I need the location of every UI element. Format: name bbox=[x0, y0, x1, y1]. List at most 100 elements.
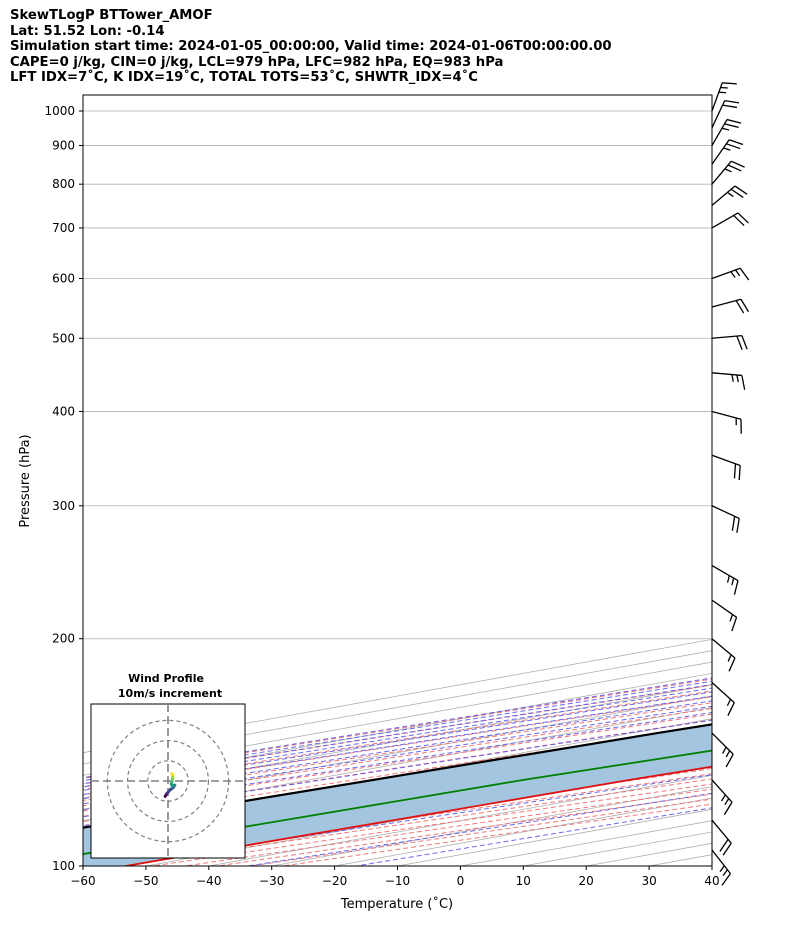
x-tick-label: −30 bbox=[259, 874, 284, 888]
y-tick: 300 bbox=[52, 499, 83, 513]
wind-barb-flag bbox=[734, 185, 748, 195]
wind-barb-half-flag bbox=[731, 374, 734, 382]
y-tick: 400 bbox=[52, 404, 83, 418]
wind-barb-flag bbox=[737, 212, 749, 224]
wind-barb-flag bbox=[730, 188, 744, 198]
wind-barb bbox=[711, 335, 748, 350]
x-tick: −30 bbox=[259, 866, 284, 888]
wind-barbs bbox=[711, 82, 750, 886]
wind-barb bbox=[711, 298, 750, 314]
x-tick: −40 bbox=[196, 866, 221, 888]
location-line: Lat: 51.52 Lon: -0.14 bbox=[10, 23, 165, 39]
chart-title: SkewTLogP BTTower_AMOF bbox=[10, 8, 213, 23]
x-tick-label: 40 bbox=[704, 874, 719, 888]
x-tick-label: −20 bbox=[322, 874, 347, 888]
wind-barb-flag bbox=[722, 104, 738, 109]
y-tick: 100 bbox=[52, 859, 83, 873]
y-tick: 700 bbox=[52, 221, 83, 235]
wind-barb-half-flag bbox=[720, 794, 726, 802]
chart-header: SkewTLogP BTTower_AMOF Lat: 51.52 Lon: -… bbox=[10, 8, 780, 86]
wind-barb-half-flag bbox=[726, 575, 730, 583]
isotherm-line bbox=[83, 684, 712, 799]
hodograph-segment bbox=[170, 772, 174, 776]
y-tick-label: 1000 bbox=[44, 104, 75, 118]
wind-barb-flag bbox=[733, 580, 739, 595]
wind-barb-flag bbox=[731, 617, 738, 632]
wind-barb bbox=[711, 779, 733, 815]
wind-barb bbox=[711, 99, 740, 129]
wind-barb-half-flag bbox=[719, 865, 725, 873]
wind-barb-half-flag bbox=[731, 577, 735, 586]
hodograph-title: Wind Profile bbox=[128, 672, 204, 685]
wind-barb bbox=[711, 372, 746, 390]
y-tick-label: 600 bbox=[52, 271, 75, 285]
wind-barb-staff bbox=[711, 160, 732, 185]
wind-barb-half-flag bbox=[725, 750, 731, 758]
wind-barb-flag bbox=[731, 160, 745, 168]
x-tick-label: −50 bbox=[133, 874, 158, 888]
x-tick-label: −10 bbox=[385, 874, 410, 888]
x-axis-ticks: −60 −50 −40 −30 −20 −10 0 10 20 30 40 bbox=[70, 866, 720, 888]
wind-barb-half-flag bbox=[734, 269, 741, 277]
wind-barb-flag bbox=[738, 465, 741, 481]
wind-barb-flag bbox=[728, 657, 736, 672]
y-tick: 200 bbox=[52, 632, 83, 646]
index-line: LFT IDX=7˚C, K IDX=19˚C, TOTAL TOTS=53˚C… bbox=[10, 70, 478, 85]
wind-barb-half-flag bbox=[722, 746, 727, 754]
wind-barb-flag bbox=[728, 139, 744, 146]
x-tick: 10 bbox=[516, 866, 531, 888]
y-tick-label: 400 bbox=[52, 404, 75, 418]
x-tick-label: −40 bbox=[196, 874, 221, 888]
x-tick: 20 bbox=[579, 866, 594, 888]
dry-adiabat bbox=[83, 690, 712, 790]
wind-barb-half-flag bbox=[724, 168, 732, 173]
wind-barb-half-flag bbox=[736, 374, 739, 383]
wind-barb-flag bbox=[722, 82, 737, 85]
y-tick-label: 300 bbox=[52, 499, 75, 513]
wind-barb bbox=[711, 454, 741, 481]
wind-barb bbox=[711, 82, 737, 112]
wind-barb-half-flag bbox=[726, 191, 734, 198]
wind-barb-half-flag bbox=[723, 147, 731, 151]
x-tick: −60 bbox=[70, 866, 96, 888]
wind-barb-half-flag bbox=[729, 614, 734, 622]
wind-barb-flag bbox=[733, 463, 737, 479]
y-axis-label: Pressure (hPa) bbox=[18, 434, 33, 527]
wind-barb bbox=[711, 267, 750, 281]
wind-barb-flag bbox=[722, 842, 732, 856]
wind-barb bbox=[711, 682, 735, 716]
wind-barb-half-flag bbox=[721, 127, 730, 131]
wind-barb bbox=[711, 505, 740, 533]
wind-barb-half-flag bbox=[726, 698, 732, 707]
isotherm-line bbox=[83, 650, 712, 765]
y-tick-label: 100 bbox=[52, 859, 75, 873]
isotherm-line bbox=[83, 695, 712, 810]
y-tick-label: 800 bbox=[52, 177, 75, 191]
hodograph-subtitle: 10m/s increment bbox=[118, 687, 222, 700]
isotherm-line bbox=[83, 706, 712, 822]
wind-barb-flag bbox=[736, 335, 743, 350]
wind-barb-flag bbox=[741, 335, 748, 350]
y-tick: 800 bbox=[52, 177, 83, 191]
wind-barb-flag bbox=[724, 123, 739, 129]
wind-barb-half-flag bbox=[724, 798, 730, 806]
y-tick-label: 700 bbox=[52, 221, 75, 235]
wind-barb-flag bbox=[740, 298, 750, 313]
x-tick-label: 0 bbox=[457, 874, 465, 888]
x-tick-label: 30 bbox=[641, 874, 656, 888]
wind-barb bbox=[711, 139, 744, 165]
hodograph-trace bbox=[163, 772, 177, 798]
x-tick-label: 10 bbox=[516, 874, 531, 888]
wind-barb-staff bbox=[711, 410, 742, 420]
x-tick: 30 bbox=[641, 866, 657, 888]
x-tick-label: 20 bbox=[579, 874, 594, 888]
wind-barb-flag bbox=[724, 99, 740, 104]
x-tick: 40 bbox=[704, 866, 720, 888]
wind-barb-flag bbox=[726, 143, 741, 150]
wind-barb bbox=[711, 410, 742, 434]
isobar-grid bbox=[83, 110, 712, 867]
wind-barb bbox=[711, 118, 742, 146]
wind-barb bbox=[711, 819, 732, 856]
wind-barb bbox=[711, 160, 745, 185]
wind-barb bbox=[711, 638, 736, 672]
